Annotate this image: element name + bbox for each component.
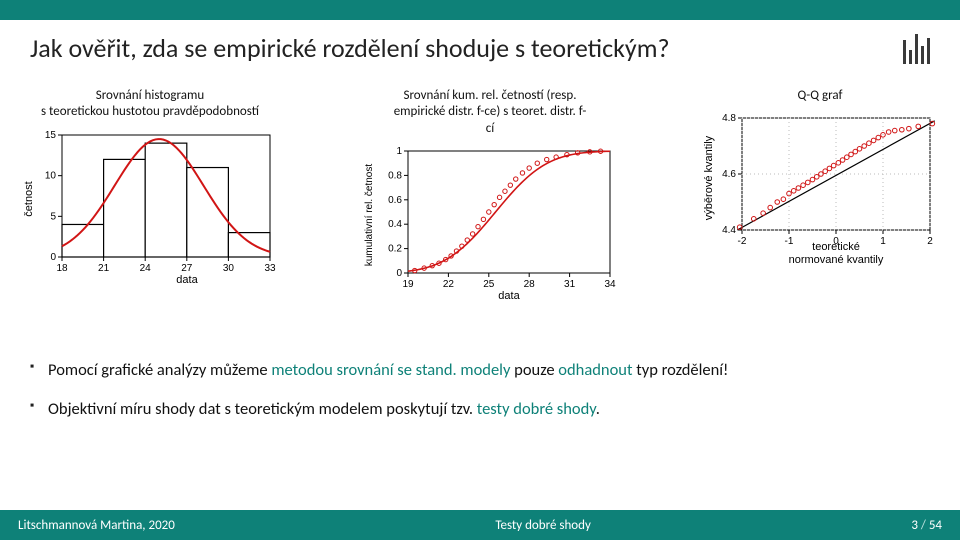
svg-text:28: 28 [524,279,536,290]
svg-text:0.4: 0.4 [388,219,402,230]
svg-text:4.6: 4.6 [722,169,736,180]
histogram-column: Srovnání histogramu s teoretickou hustot… [20,88,280,303]
svg-text:21: 21 [98,263,110,274]
footer-author: Litschmannová Martina, 2020 [18,518,175,533]
bullet-text: Pomocí grafické analýzy můžeme [48,360,271,380]
svg-text:4.8: 4.8 [722,113,736,124]
caption-line: Srovnání kum. rel. četností (resp. [403,88,576,103]
svg-text:19: 19 [402,279,414,290]
ecdf-chart: 19 22 25 28 31 34 0 0.2 0.4 0.6 0.8 1 data kumulativn… [360,143,620,303]
svg-text:5: 5 [50,211,56,222]
qq-caption: Q-Q graf [798,88,843,104]
bullet-highlight: testy dobré shody [477,399,596,419]
svg-text:normované kvantily: normované kvantily [789,254,884,266]
svg-text:data: data [176,274,198,286]
caption-line: s teoretickou hustotou pravděpodobností [41,104,259,119]
svg-text:18: 18 [56,263,68,274]
svg-text:teoretické: teoretické [812,241,860,253]
footer-section: Testy dobré shody [175,518,911,533]
svg-text:-2: -2 [738,236,747,247]
svg-text:0: 0 [50,252,56,263]
caption-line: empirické distr. f-ce) s teoret. distr. … [394,104,587,119]
svg-text:27: 27 [181,263,193,274]
svg-text:22: 22 [443,279,455,290]
svg-text:výběrové kvantily: výběrové kvantily [703,136,715,221]
page-sep: / [918,518,929,533]
svg-text:2: 2 [927,236,933,247]
svg-text:kumulativní rel. četnost: kumulativní rel. četnost [364,163,375,265]
bullet-text: pouze [510,360,558,380]
slide-title: Jak ověřit, zda se empirické rozdělení s… [30,32,903,64]
bullet-list: Pomocí grafické analýzy můžeme metodou s… [30,360,930,439]
histogram-caption: Srovnání histogramu s teoretickou hustot… [41,88,259,121]
qq-column: Q-Q graf -2-10124.44.64.8teoretickénormo… [700,88,940,303]
ecdf-caption: Srovnání kum. rel. četností (resp. empir… [394,88,587,137]
svg-text:24: 24 [140,263,152,274]
caption-line: Srovnání histogramu [96,88,204,103]
svg-text:15: 15 [45,130,57,141]
svg-text:0.2: 0.2 [388,243,402,254]
bullet-highlight: odhadnout [558,360,632,380]
page-current: 3 [911,518,918,533]
page-total: 54 [929,518,942,533]
svg-text:1: 1 [396,146,402,157]
svg-text:10: 10 [45,170,57,181]
svg-text:33: 33 [264,263,276,274]
svg-text:31: 31 [564,279,576,290]
svg-text:0: 0 [396,268,402,279]
bullet-text: . [596,399,600,419]
logo-bars-icon [903,32,930,64]
qq-chart: -2-10124.44.64.8teoretickénormované kvan… [700,110,940,270]
charts-row: Srovnání histogramu s teoretickou hustot… [0,70,960,303]
svg-text:1: 1 [880,236,886,247]
svg-text:4.4: 4.4 [722,225,736,236]
footer-pagination: 3 / 54 [911,518,942,533]
title-row: Jak ověřit, zda se empirické rozdělení s… [0,20,960,70]
svg-text:0.8: 0.8 [388,170,402,181]
bullet-text: typ rozdělení! [632,360,728,380]
ecdf-column: Srovnání kum. rel. četností (resp. empir… [360,88,620,303]
bullet-highlight: metodou srovnání se stand. modely [271,360,510,380]
bullet-item: Pomocí grafické analýzy můžeme metodou s… [30,360,930,381]
accent-top-bar [0,0,960,20]
svg-text:data: data [498,290,520,302]
caption-line: cí [486,121,494,136]
svg-text:0.6: 0.6 [388,195,402,206]
svg-text:-1: -1 [785,236,794,247]
svg-text:25: 25 [483,279,495,290]
svg-text:30: 30 [223,263,235,274]
bullet-item: Objektivní míru shody dat s teoretickým … [30,399,930,420]
bullet-text: Objektivní míru shody dat s teoretickým … [48,399,477,419]
svg-text:četnost: četnost [23,181,35,216]
histogram-chart: 18 21 24 27 30 33 0 5 10 15 data četnost [20,127,280,287]
footer-bar: Litschmannová Martina, 2020 Testy dobré … [0,510,960,540]
svg-text:34: 34 [604,279,616,290]
